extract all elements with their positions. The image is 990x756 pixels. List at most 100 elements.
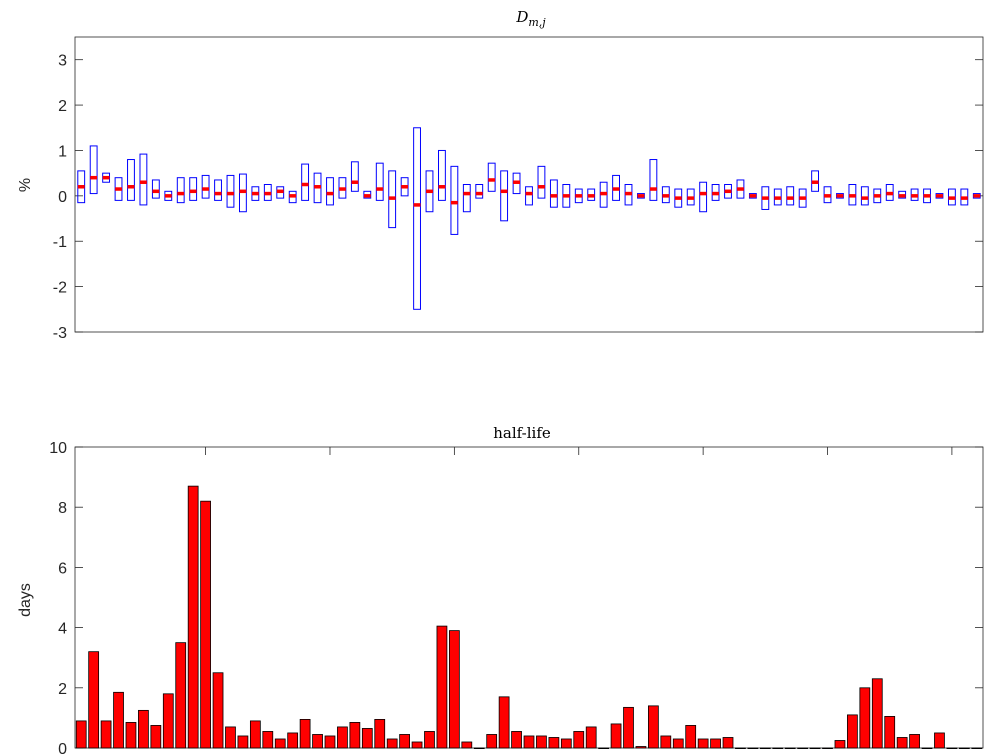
bar xyxy=(324,735,336,749)
top-y-tick-label: -2 xyxy=(53,280,67,297)
box xyxy=(450,165,459,235)
bar xyxy=(486,734,498,749)
bar xyxy=(200,500,211,749)
top-y-tick-label: 3 xyxy=(58,53,67,70)
bar xyxy=(399,734,410,749)
bar xyxy=(237,735,249,749)
bar xyxy=(598,747,610,750)
bar xyxy=(511,731,522,749)
bar xyxy=(784,747,796,750)
bar xyxy=(374,719,386,749)
bar xyxy=(672,738,684,749)
bar xyxy=(909,734,920,749)
bottom-y-tick-label: 8 xyxy=(58,500,67,517)
bar xyxy=(249,720,261,749)
bottom-panel: half-life days 0 2 4 6 8 10 xyxy=(17,424,984,756)
bar xyxy=(498,696,510,749)
bar xyxy=(772,747,784,750)
bar xyxy=(958,747,970,750)
bar xyxy=(125,722,137,749)
bar xyxy=(411,741,423,749)
bottom-y-axis-label: days xyxy=(17,583,34,617)
top-y-axis-label: % xyxy=(17,178,34,192)
top-title-symbol: D xyxy=(515,8,528,26)
top-title-subscript: m,j xyxy=(528,16,546,29)
box xyxy=(139,153,148,206)
bar xyxy=(560,738,572,749)
bar xyxy=(759,747,771,750)
bar xyxy=(312,734,323,749)
bar xyxy=(287,732,299,749)
bar xyxy=(809,747,821,750)
bar xyxy=(735,747,746,750)
box xyxy=(375,162,384,201)
bar xyxy=(274,738,286,749)
box xyxy=(301,163,310,201)
box xyxy=(326,177,334,206)
bar xyxy=(946,747,958,750)
bar xyxy=(585,726,597,749)
bar xyxy=(175,642,187,749)
bottom-y-tick-label: 0 xyxy=(58,741,67,756)
top-y-tick-label: 1 xyxy=(58,143,67,160)
bottom-panel-title: half-life xyxy=(493,424,551,442)
bar xyxy=(871,678,883,749)
bar xyxy=(262,731,274,749)
bar xyxy=(859,687,871,749)
bar xyxy=(100,720,112,749)
top-panel: Dm,j % -3 -2 -1 0 1 2 3 xyxy=(17,8,984,342)
bottom-y-tick-label: 4 xyxy=(58,621,67,638)
box xyxy=(500,170,509,222)
bar xyxy=(660,735,672,749)
bar xyxy=(610,723,622,749)
bar xyxy=(797,747,809,750)
box xyxy=(438,149,446,201)
bar xyxy=(573,731,585,749)
box xyxy=(413,127,421,310)
bar xyxy=(896,737,908,749)
bar xyxy=(548,737,560,749)
box xyxy=(649,159,658,201)
bar xyxy=(162,693,174,749)
bar xyxy=(337,726,348,749)
bar xyxy=(635,746,647,749)
bar xyxy=(150,725,162,749)
box xyxy=(350,161,359,192)
bar xyxy=(349,722,361,749)
box xyxy=(189,177,198,201)
bar xyxy=(75,720,87,749)
bar xyxy=(113,691,124,749)
bar xyxy=(934,732,945,749)
bar xyxy=(747,747,759,750)
bar xyxy=(225,726,236,749)
bar xyxy=(847,714,858,749)
top-y-tick-label: 0 xyxy=(58,189,67,206)
bar xyxy=(361,728,373,749)
bar xyxy=(461,741,473,749)
box xyxy=(226,174,235,208)
bar xyxy=(971,747,983,750)
bar xyxy=(685,725,697,749)
bar xyxy=(448,630,460,749)
bottom-y-tick-label: 6 xyxy=(58,560,67,577)
box xyxy=(214,179,222,201)
bar xyxy=(138,709,149,749)
box xyxy=(487,162,496,192)
bottom-y-tick-label: 2 xyxy=(58,681,67,698)
bar xyxy=(536,735,547,749)
box xyxy=(127,159,135,201)
box xyxy=(176,177,185,204)
bar xyxy=(436,625,448,749)
bar xyxy=(822,747,833,750)
bottom-axes-frame xyxy=(74,446,984,749)
bar xyxy=(722,737,734,749)
bar xyxy=(697,738,709,749)
box xyxy=(525,186,533,206)
bar xyxy=(424,731,435,749)
top-y-tick-label: 2 xyxy=(58,98,67,115)
box xyxy=(699,181,708,213)
box xyxy=(786,186,795,206)
bar xyxy=(187,485,199,749)
bar xyxy=(884,715,896,749)
